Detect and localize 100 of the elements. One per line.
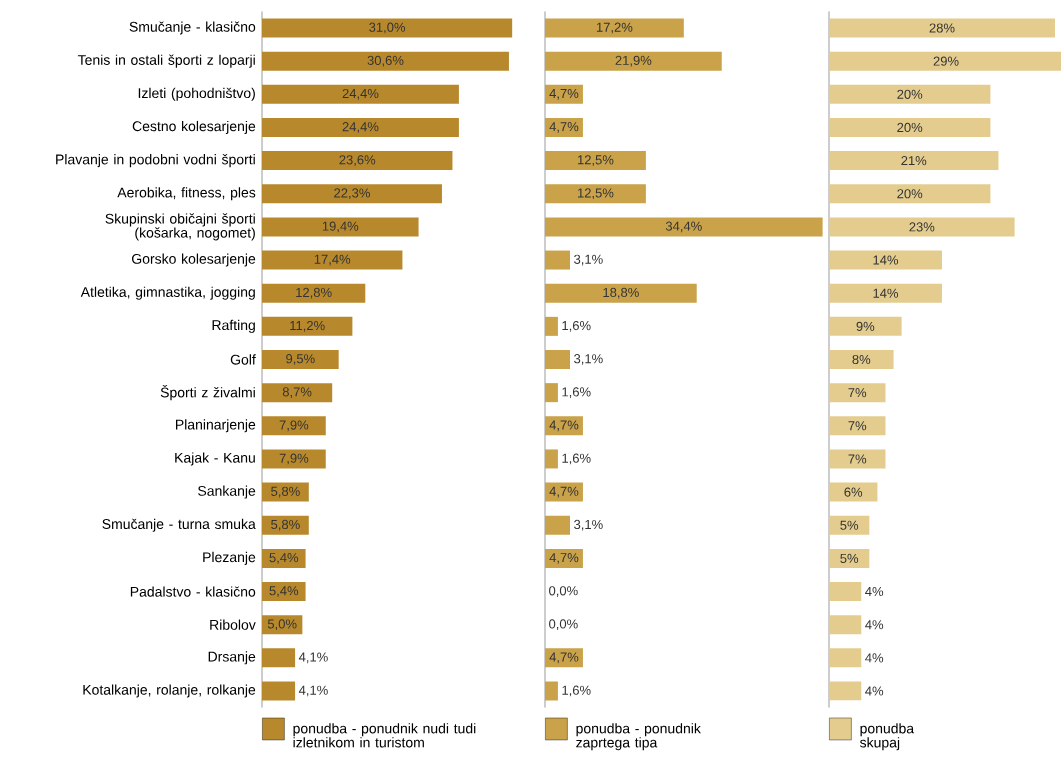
- y-tick-label: Smučanje - turna smuka: [102, 518, 256, 532]
- data-label: 5,4%: [269, 553, 299, 564]
- bar: [829, 383, 886, 403]
- data-label: 5,8%: [271, 486, 300, 498]
- data-label: 4%: [865, 686, 884, 696]
- bar: [829, 615, 862, 635]
- data-label: 7%: [848, 454, 867, 464]
- data-label: 17,2%: [596, 22, 633, 34]
- data-label: 30,6%: [367, 55, 404, 67]
- bar: [262, 582, 306, 602]
- y-tick-label: Plavanje in podobni vodni športi: [56, 154, 255, 168]
- bar: [262, 316, 353, 336]
- bar: [545, 449, 558, 469]
- y-tick-label: Sankanje: [198, 485, 256, 499]
- bar: [545, 184, 646, 204]
- data-label: 21%: [901, 156, 927, 166]
- bar: [262, 84, 459, 104]
- data-label: 17,4%: [314, 254, 351, 266]
- bar: [829, 648, 862, 668]
- data-label: 3,1%: [574, 354, 603, 365]
- bar: [262, 117, 459, 137]
- bar: [545, 548, 583, 568]
- bar: [545, 151, 646, 171]
- bar: [829, 184, 991, 204]
- data-label: 1,6%: [562, 453, 591, 465]
- data-label: 12,5%: [578, 188, 614, 200]
- data-label: 1,6%: [562, 387, 591, 399]
- data-label: 31,0%: [369, 22, 406, 34]
- bar: [262, 449, 326, 469]
- y-tick-label: Atletika, gimnastika, jogging: [80, 286, 255, 300]
- bar: [829, 217, 1015, 237]
- y-tick-label: Kajak - Kanu: [175, 452, 255, 466]
- y-tick-label: Aerobika, fitness, ples: [117, 187, 256, 201]
- data-label: 12,5%: [578, 155, 614, 166]
- data-label: 4,1%: [298, 652, 328, 664]
- bar: [829, 449, 886, 469]
- bar: [829, 316, 902, 336]
- data-label: 4,7%: [549, 122, 579, 133]
- data-label: 7,9%: [279, 420, 309, 432]
- data-label: 5%: [840, 553, 859, 563]
- data-label: 9%: [856, 321, 875, 331]
- data-label: 4%: [865, 653, 884, 663]
- data-label: 5,8%: [271, 519, 300, 531]
- legend-label: ponudba - ponudnik nudi tudi izletnikom in turistom: [293, 723, 476, 748]
- data-label: 5,4%: [269, 586, 299, 597]
- data-label: 20%: [897, 122, 923, 133]
- data-label: 4,7%: [549, 652, 579, 664]
- bar: [545, 18, 684, 38]
- data-label: 8,7%: [282, 387, 312, 399]
- y-tick-label: Cestno kolesarjenje: [132, 120, 256, 134]
- data-label: 4,1%: [298, 685, 328, 697]
- legend-label: ponudba skupaj: [860, 723, 915, 751]
- data-label: 9,5%: [286, 354, 315, 365]
- data-label: 3,1%: [574, 254, 603, 266]
- data-label: 29%: [933, 56, 959, 66]
- bar: [262, 482, 309, 502]
- bar: [262, 416, 326, 436]
- data-label: 7%: [848, 421, 867, 431]
- y-tick-label: Plezanje: [203, 551, 256, 565]
- data-label: 20%: [897, 89, 923, 99]
- y-tick-label: Gorsko kolesarjenje: [132, 253, 256, 267]
- y-tick-label: Izleti (pohodništvo): [138, 87, 255, 101]
- data-label: 5%: [840, 520, 859, 530]
- bar: [545, 383, 558, 403]
- data-label: 7,9%: [279, 453, 309, 465]
- data-label: 6%: [844, 487, 863, 497]
- y-tick-label: Golf: [230, 354, 256, 365]
- bar: [262, 548, 306, 568]
- bar: [829, 84, 991, 104]
- data-label: 4,7%: [549, 88, 579, 100]
- bar: [262, 681, 296, 701]
- y-tick-label: Planinarjenje: [176, 419, 256, 433]
- bar: [262, 51, 509, 71]
- data-label: 21,9%: [615, 55, 652, 67]
- bar: [262, 250, 403, 270]
- bar: [545, 349, 571, 369]
- bar: [829, 283, 942, 303]
- data-label: 14%: [873, 288, 899, 298]
- data-label: 0,0%: [549, 619, 578, 631]
- bar: [262, 184, 442, 204]
- y-tick-label: Padalstvo - klasično: [130, 586, 256, 597]
- bar: [262, 349, 339, 369]
- data-label: 18,8%: [603, 287, 639, 299]
- bar: [829, 515, 870, 535]
- data-label: 4,7%: [549, 553, 579, 564]
- y-tick-label: Kotalkanje, rolanje, rolkanje: [83, 684, 256, 698]
- data-label: 1,6%: [562, 320, 591, 332]
- y-tick-label: Drsanje: [208, 651, 256, 665]
- data-label: 4,7%: [549, 420, 579, 432]
- data-label: 20%: [897, 189, 923, 199]
- bar: [829, 681, 862, 701]
- bar: [545, 515, 571, 535]
- legend-label: ponudba - ponudnik zaprtega tipa: [576, 723, 701, 751]
- bar: [262, 648, 296, 668]
- data-label: 4,7%: [549, 486, 579, 498]
- bar: [545, 217, 823, 237]
- data-label: 1,6%: [562, 685, 591, 697]
- bar: [545, 316, 558, 336]
- bar: [262, 18, 513, 38]
- bar: [829, 151, 999, 171]
